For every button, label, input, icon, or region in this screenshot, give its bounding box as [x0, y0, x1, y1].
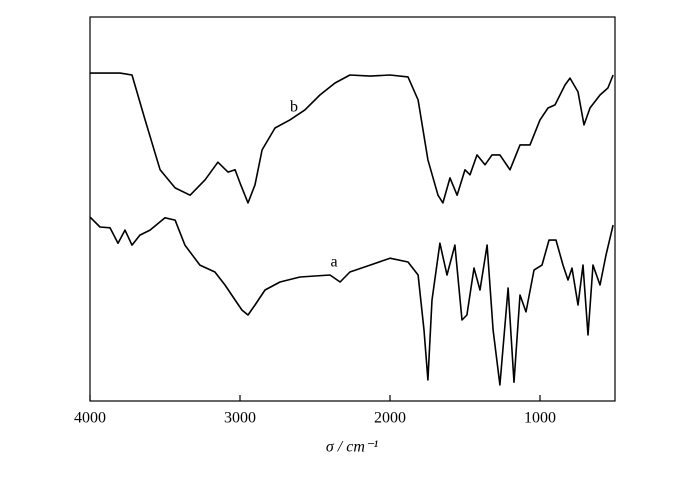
series-label: a	[330, 254, 337, 271]
x-tick-label: 3000	[224, 410, 256, 427]
spectrum-line	[90, 72, 614, 204]
x-tick-label: 1000	[524, 410, 556, 427]
x-tick-label: 2000	[374, 410, 406, 427]
spectrum-line	[89, 216, 614, 386]
x-tick-label: 4000	[74, 410, 106, 427]
series-label: b	[290, 99, 298, 116]
plot-frame	[89, 16, 616, 402]
x-axis-label: σ / cm⁻¹	[326, 439, 378, 456]
